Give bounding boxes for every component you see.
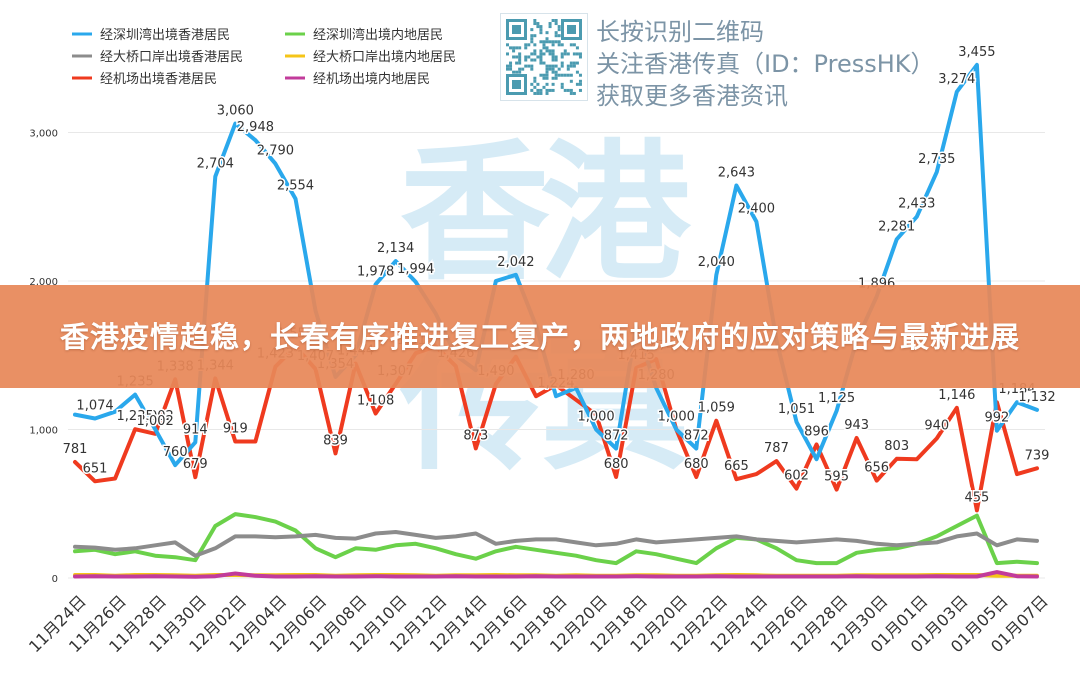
data-label: 2,704 <box>197 156 234 171</box>
y-tick-label: 3,000 <box>29 129 58 140</box>
data-label: 2,433 <box>898 197 935 212</box>
data-label: 803 <box>884 439 909 454</box>
data-label: 2,281 <box>878 219 915 234</box>
data-label: 940 <box>924 418 949 433</box>
data-label: 1,132 <box>1018 390 1055 405</box>
data-label: 896 <box>804 424 829 439</box>
data-label: 1,146 <box>938 388 975 403</box>
legend-entry: 经深圳湾出境内地居民 <box>313 27 443 43</box>
data-label: 3,274 <box>938 72 975 87</box>
data-label: 943 <box>844 418 869 433</box>
data-label: 1,000 <box>658 410 695 425</box>
series-line-green <box>73 512 1039 566</box>
data-label: 679 <box>183 457 208 472</box>
data-label: 2,790 <box>257 144 294 159</box>
data-label: 2,400 <box>738 202 775 217</box>
data-label: 2,643 <box>718 166 755 181</box>
data-label: 2,134 <box>377 241 414 256</box>
legend-entry: 经大桥口岸出境内地居民 <box>313 49 456 65</box>
headline-title: 香港疫情趋稳，长春有序推进复工复产，两地政府的应对策略与最新进展 <box>59 319 1020 354</box>
y-axis: 0 1,000 2,000 3,000 <box>29 129 58 586</box>
data-label: 1,978 <box>357 264 394 279</box>
data-label: 1,002 <box>137 414 174 429</box>
y-tick-label: 2,000 <box>29 277 58 288</box>
data-label: 1,125 <box>818 391 855 406</box>
data-label: 787 <box>764 441 789 456</box>
data-label: 1,108 <box>357 393 394 408</box>
data-label: 2,042 <box>497 255 534 270</box>
data-label: 656 <box>864 461 889 476</box>
legend-entry: 经机场出境香港居民 <box>100 72 217 87</box>
data-label: 1,051 <box>778 402 815 417</box>
headline-banner: 香港疫情趋稳，长春有序推进复工复产，两地政府的应对策略与最新进展 <box>0 285 1080 388</box>
x-axis: 11月24日11月26日11月28日11月30日12月02日12月04日12月0… <box>25 591 1052 656</box>
data-label: 2,735 <box>918 152 955 167</box>
data-label: 1,000 <box>577 410 614 425</box>
data-label: 2,948 <box>237 120 274 135</box>
data-label: 3,455 <box>958 45 995 60</box>
promo-line-2: 关注香港传真（ID：PressHK） <box>596 50 935 78</box>
data-label: 781 <box>63 442 88 457</box>
qr-code-graphic <box>506 19 582 95</box>
data-label: 680 <box>684 457 709 472</box>
y-tick-label: 1,000 <box>29 426 58 437</box>
data-label: 914 <box>183 422 208 437</box>
data-label: 760 <box>163 445 188 460</box>
data-label: 1,059 <box>698 401 735 416</box>
data-label: 680 <box>604 457 629 472</box>
data-label: 873 <box>463 428 488 443</box>
promo-line-1: 长按识别二维码 <box>596 18 764 46</box>
data-label: 992 <box>985 411 1010 426</box>
legend-entry: 经大桥口岸出境香港居民 <box>100 50 243 65</box>
legend-entry: 经深圳湾出境香港居民 <box>100 27 230 43</box>
qr-code-icon <box>500 13 588 101</box>
data-label: 595 <box>824 470 849 485</box>
data-label: 919 <box>223 422 248 437</box>
promo-line-3: 获取更多香港资讯 <box>596 82 788 110</box>
data-label: 1,994 <box>397 262 434 277</box>
watermark-char-1: 香 <box>400 127 550 301</box>
series-line-purple <box>73 570 1039 579</box>
data-label: 839 <box>323 433 348 448</box>
data-label: 3,060 <box>217 104 254 119</box>
data-label: 1,235 <box>117 409 154 424</box>
data-label: 872 <box>684 429 709 444</box>
watermark-char-2: 港 <box>540 127 692 301</box>
data-label: 872 <box>604 429 629 444</box>
data-label: 2,554 <box>277 179 314 194</box>
data-label: 455 <box>964 490 989 505</box>
legend-entry: 经机场出境内地居民 <box>313 71 430 87</box>
data-label: 665 <box>724 459 749 474</box>
y-tick-label: 0 <box>52 574 58 585</box>
series-line-gray <box>73 530 1039 558</box>
data-label: 651 <box>83 461 108 476</box>
data-label: 1,002 <box>137 409 174 424</box>
data-label: 739 <box>1025 448 1050 463</box>
data-label: 602 <box>784 469 809 484</box>
data-label: 1,074 <box>76 399 113 414</box>
data-label: 2,040 <box>698 255 735 270</box>
